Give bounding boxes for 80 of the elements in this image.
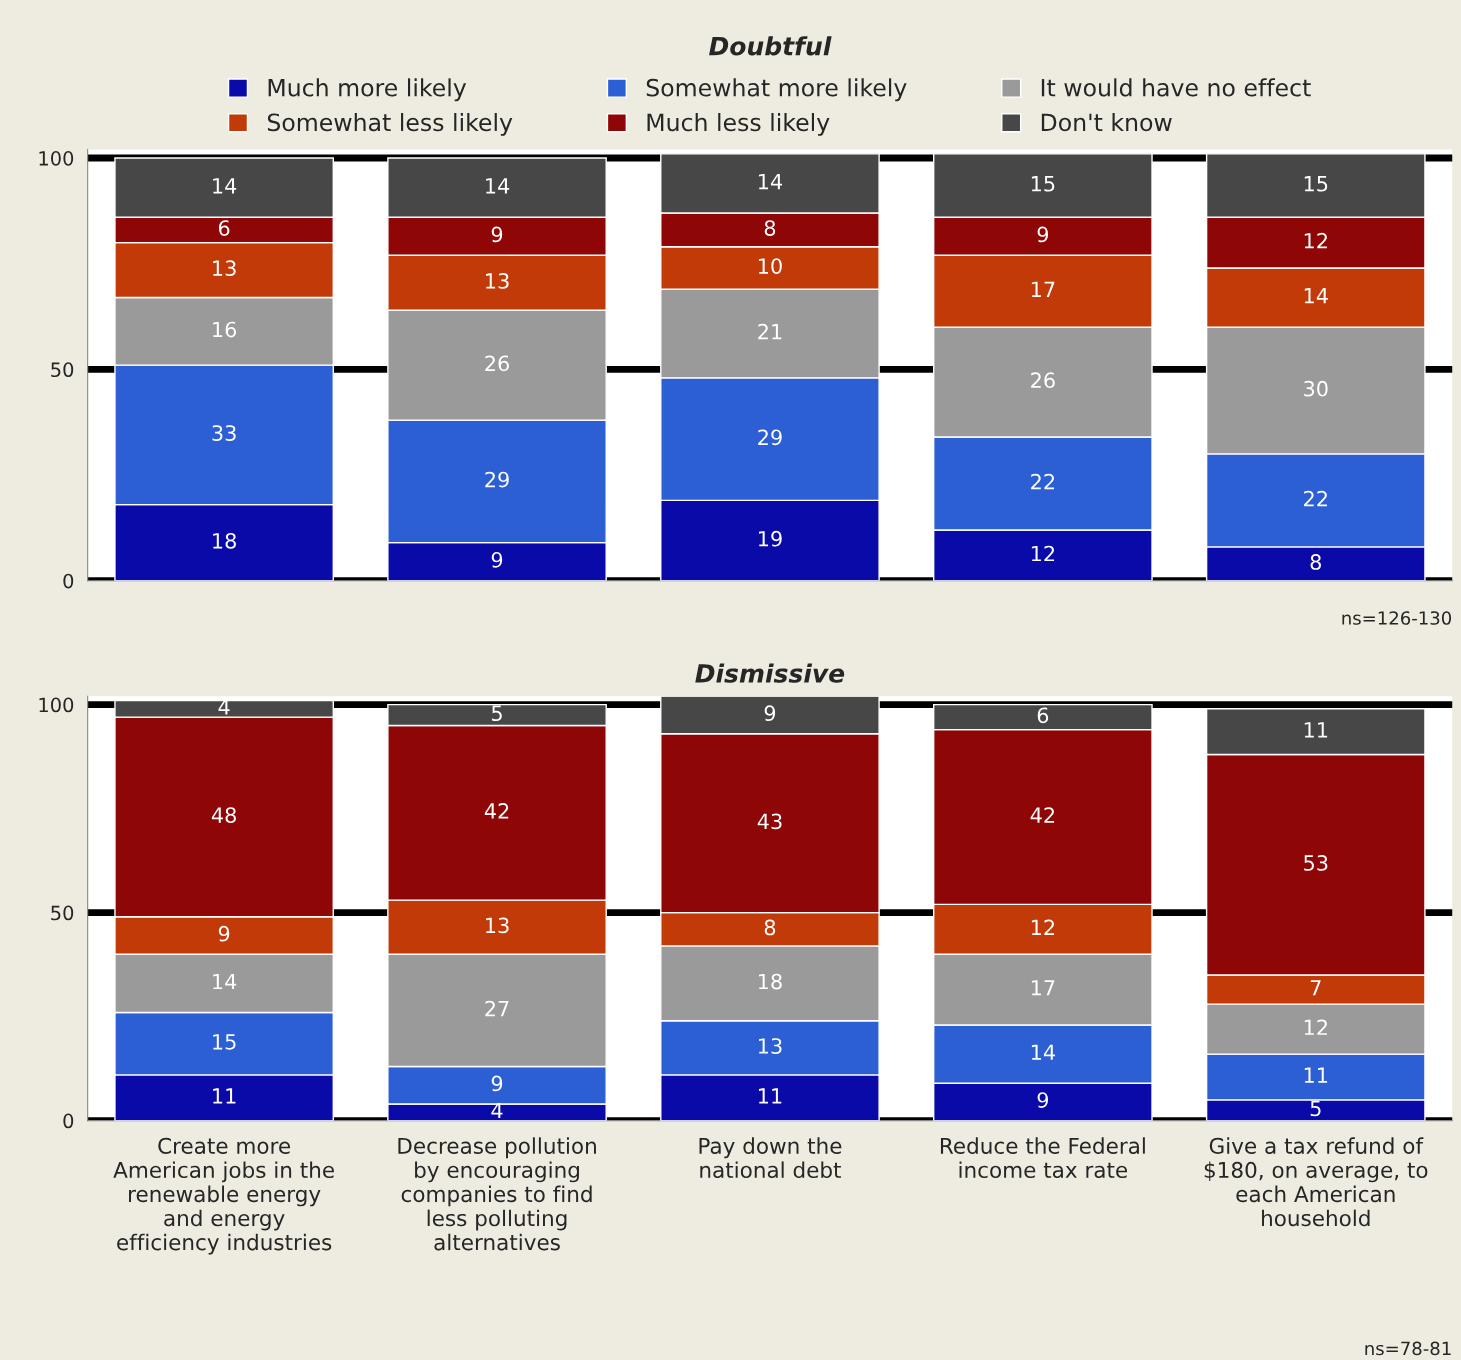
legend-label: Don't know bbox=[1041, 112, 1172, 132]
data-label: 18 bbox=[213, 532, 236, 549]
y-tick-label: 50 bbox=[51, 905, 74, 921]
data-label: 27 bbox=[485, 1000, 509, 1017]
data-label: 9 bbox=[764, 705, 776, 722]
data-label: 29 bbox=[758, 429, 782, 446]
data-label: 15 bbox=[1031, 176, 1055, 192]
data-label: 10 bbox=[758, 258, 782, 274]
data-label: 14 bbox=[213, 973, 237, 990]
y-tick-label: 0 bbox=[63, 1113, 74, 1129]
data-label: 12 bbox=[1304, 232, 1327, 249]
data-label: 11 bbox=[1304, 722, 1328, 738]
data-label: 42 bbox=[484, 803, 509, 819]
data-label: 14 bbox=[213, 178, 237, 194]
data-label: 5 bbox=[1310, 1100, 1321, 1117]
legend-label: Much more likely bbox=[268, 78, 467, 102]
data-label: 4 bbox=[491, 1102, 503, 1119]
data-label: 16 bbox=[213, 321, 237, 338]
legend-label: Somewhat more likely bbox=[646, 78, 907, 102]
y-tick-label: 100 bbox=[39, 697, 74, 713]
data-label: 26 bbox=[1031, 372, 1055, 389]
data-label: 53 bbox=[1304, 855, 1328, 871]
data-label: 18 bbox=[758, 973, 782, 990]
data-label: 9 bbox=[491, 226, 503, 243]
data-label: 17 bbox=[1031, 980, 1055, 996]
data-label: 21 bbox=[758, 323, 782, 340]
data-label: 12 bbox=[1031, 545, 1055, 562]
chart-title: Doubtful bbox=[709, 36, 832, 56]
legend-label: Somewhat less likely bbox=[267, 112, 513, 136]
data-label: 9 bbox=[218, 925, 230, 942]
legend-label: Much less likely bbox=[647, 112, 830, 136]
data-label: 14 bbox=[1031, 1044, 1055, 1060]
data-label: 11 bbox=[758, 1088, 782, 1104]
data-label: 6 bbox=[1037, 707, 1049, 724]
data-label: 13 bbox=[758, 1038, 782, 1054]
data-label: 9 bbox=[491, 551, 503, 568]
data-label: 43 bbox=[757, 813, 782, 830]
text: ns=126-130 bbox=[1342, 611, 1452, 625]
y-tick-label: 0 bbox=[63, 573, 74, 589]
data-label: 14 bbox=[758, 173, 783, 190]
data-label: 7 bbox=[1310, 980, 1321, 996]
data-label: 5 bbox=[492, 705, 502, 722]
data-label: 12 bbox=[1304, 1019, 1327, 1035]
data-label: 13 bbox=[486, 273, 509, 289]
data-label: 30 bbox=[1304, 380, 1328, 397]
data-label: 13 bbox=[486, 917, 509, 934]
x-tick-label: Decrease pollution by encouraging companies to find less polluting alternatives bbox=[398, 1137, 596, 1251]
data-label: 42 bbox=[1030, 807, 1055, 823]
data-label: 48 bbox=[211, 807, 236, 823]
data-label: 33 bbox=[212, 425, 236, 441]
y-tick-label: 100 bbox=[39, 151, 74, 166]
data-label: 15 bbox=[213, 1034, 236, 1050]
data-label: 14 bbox=[486, 178, 510, 194]
x-tick-label: Give a tax refund of $180, on average, to each American household bbox=[1204, 1137, 1428, 1227]
data-label: 8 bbox=[764, 919, 776, 936]
data-label: 15 bbox=[1304, 176, 1328, 192]
data-label: 12 bbox=[1031, 919, 1055, 936]
data-label: 29 bbox=[485, 471, 509, 488]
data-label: 22 bbox=[1031, 473, 1055, 490]
text: ns=78-81 bbox=[1365, 1341, 1451, 1356]
chart-title: Dismissive bbox=[695, 663, 845, 683]
data-label: 11 bbox=[1304, 1067, 1328, 1083]
x-tick-label: Reduce the Federal income tax rate bbox=[940, 1137, 1145, 1179]
data-label: 9 bbox=[1037, 1092, 1049, 1108]
data-label: 14 bbox=[1304, 288, 1328, 304]
data-label: 13 bbox=[213, 260, 236, 277]
data-label: 8 bbox=[764, 220, 776, 236]
data-label: 8 bbox=[1310, 554, 1321, 570]
data-label: 6 bbox=[218, 220, 230, 236]
data-label: 22 bbox=[1304, 490, 1327, 507]
x-tick-label: Pay down the national debt bbox=[699, 1137, 842, 1179]
data-label: 17 bbox=[1031, 281, 1055, 297]
x-tick-label: Create more American jobs in the renewable energy and energy efficiency industries bbox=[113, 1137, 334, 1255]
data-label: 26 bbox=[485, 355, 509, 372]
data-label: 19 bbox=[758, 530, 782, 547]
y-tick-label: 50 bbox=[51, 362, 74, 378]
data-label: 9 bbox=[491, 1075, 503, 1092]
legend-label: It would have no effect bbox=[1041, 78, 1311, 97]
data-label: 9 bbox=[1037, 226, 1049, 243]
data-label: 11 bbox=[213, 1088, 236, 1104]
